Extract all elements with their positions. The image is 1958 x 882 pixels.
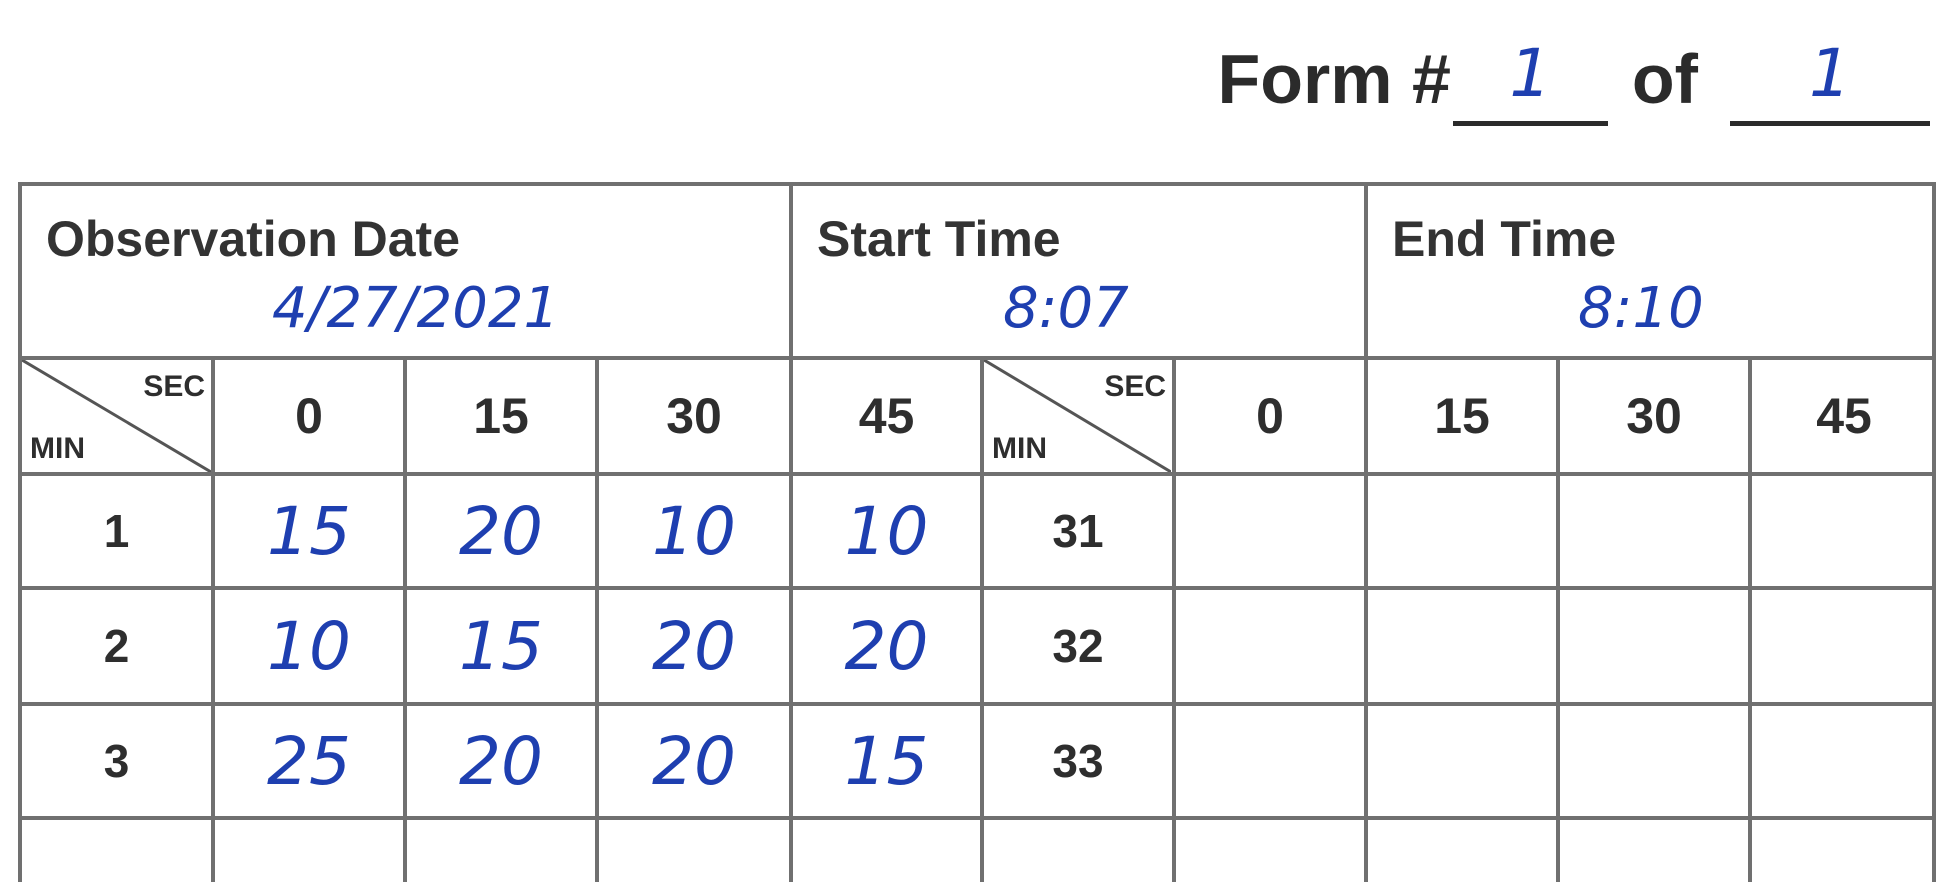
corner-diagonal (22, 360, 211, 472)
form-total-value: 1 (1809, 35, 1851, 112)
sec-header: 45 (1816, 388, 1872, 444)
grid-rule (789, 186, 793, 356)
observation-value-cell[interactable] (1752, 706, 1936, 816)
sec-header: 30 (666, 388, 722, 444)
grid-rule (211, 356, 215, 882)
observation-value-cell[interactable] (1368, 590, 1556, 702)
grid-rule (1172, 356, 1176, 882)
form-of-label: of (1631, 40, 1698, 118)
grid-rule (22, 472, 1932, 476)
sec-header: 15 (1434, 388, 1490, 444)
observation-value-cell[interactable] (1368, 476, 1556, 586)
grid-rule (22, 816, 1932, 820)
form-number-value: 1 (1509, 35, 1552, 112)
observation-value-cell[interactable] (1176, 476, 1364, 586)
observation-value-cell[interactable]: 15 (459, 607, 543, 685)
observation-value-cell[interactable] (1560, 590, 1748, 702)
observation-value-cell[interactable]: 10 (267, 607, 351, 685)
observation-value-cell[interactable]: 20 (459, 722, 543, 800)
observation-value-cell[interactable]: 25 (267, 722, 351, 800)
observation-value-cell[interactable] (1752, 590, 1936, 702)
observation-grid: Observation Date 4/27/2021 Start Time 8:… (18, 182, 1936, 882)
observation-value-cell[interactable]: 10 (844, 492, 929, 570)
observation-value-cell[interactable] (1560, 476, 1748, 586)
observation-value-cell[interactable] (1368, 706, 1556, 816)
sec-header: 30 (1626, 388, 1682, 444)
observation-date-value: 4/27/2021 (272, 276, 560, 341)
grid-rule (980, 356, 984, 882)
observation-value-cell[interactable] (1176, 706, 1364, 816)
start-time-label: Start Time (817, 211, 1061, 267)
grid-rule (1556, 356, 1560, 882)
corner-diagonal (984, 360, 1171, 472)
start-time-value: 8:07 (1003, 276, 1129, 341)
minute-label: 2 (103, 620, 130, 672)
observation-date-cell[interactable]: Observation Date 4/27/2021 (22, 186, 789, 356)
form-total-field[interactable]: 1 (1730, 25, 1930, 126)
grid-rule (595, 356, 599, 882)
sec-header: 0 (1256, 388, 1284, 444)
end-time-cell[interactable]: End Time 8:10 (1368, 186, 1936, 356)
minute-label: 32 (1052, 620, 1104, 672)
minute-label: 31 (1052, 505, 1104, 557)
form-number-label: Form # (1217, 40, 1451, 118)
observation-value-cell[interactable]: 20 (652, 722, 736, 800)
sec-min-corner-right: SEC MIN (984, 360, 1172, 472)
minute-label: 3 (103, 735, 130, 787)
grid-rule (1364, 356, 1368, 882)
corner-min-label: MIN (30, 432, 85, 465)
observation-value-cell[interactable]: 15 (267, 492, 351, 570)
grid-rule (1748, 356, 1752, 882)
corner-sec-label: SEC (143, 370, 205, 403)
observation-value-cell[interactable]: 20 (459, 492, 543, 570)
start-time-cell[interactable]: Start Time 8:07 (793, 186, 1364, 356)
grid-rule (403, 356, 407, 882)
sec-header: 15 (473, 388, 529, 444)
observation-value-cell[interactable] (1752, 476, 1936, 586)
corner-sec-label: SEC (1104, 370, 1166, 403)
observation-value-cell[interactable]: 15 (844, 722, 929, 800)
corner-min-label: MIN (992, 432, 1047, 465)
observation-value-cell[interactable]: 20 (652, 607, 736, 685)
observation-value-cell[interactable]: 10 (652, 492, 736, 570)
form-number-field[interactable]: 1 (1452, 25, 1608, 126)
observation-value-cell[interactable] (1560, 706, 1748, 816)
grid-rule (22, 702, 1932, 706)
sec-min-corner-left: SEC MIN (22, 360, 211, 472)
observation-date-label: Observation Date (46, 211, 461, 267)
minute-label: 1 (103, 505, 130, 557)
end-time-value: 8:10 (1578, 276, 1704, 341)
sec-header: 0 (295, 388, 323, 444)
grid-rule (22, 356, 1932, 360)
observation-value-cell[interactable]: 20 (844, 607, 929, 685)
grid-rule (1364, 186, 1368, 356)
grid-rule (789, 356, 793, 882)
sec-header: 45 (858, 388, 915, 444)
minute-label: 33 (1052, 735, 1104, 787)
observation-value-cell[interactable] (1176, 590, 1364, 702)
end-time-label: End Time (1392, 211, 1617, 267)
form-number-header: Form # 1 of 1 (1218, 30, 1930, 126)
grid-rule (22, 586, 1932, 590)
